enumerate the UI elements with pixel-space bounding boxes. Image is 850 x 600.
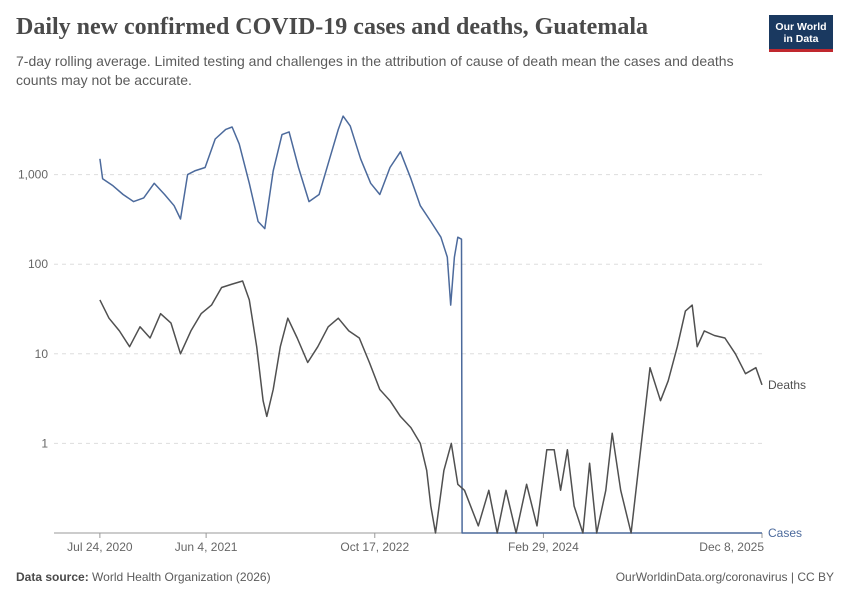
- data-source: Data source: World Health Organization (…: [16, 570, 271, 584]
- x-tick-label: Jul 24, 2020: [67, 540, 133, 554]
- line-chart: 1 10 100 1,000 Jul 24, 2020 Jun 4, 2021 Oct 17…: [18, 115, 806, 554]
- data-source-label: Data source:: [16, 570, 89, 584]
- x-tick-label: Jun 4, 2021: [175, 540, 238, 554]
- y-tick-label: 1: [41, 436, 48, 450]
- gridlines: [54, 174, 762, 444]
- x-tick-label: Oct 17, 2022: [340, 540, 409, 554]
- series-label-cases[interactable]: Cases: [768, 526, 802, 540]
- series-labels: Cases Deaths: [768, 378, 806, 540]
- x-tick-label: Dec 8, 2025: [699, 540, 764, 554]
- y-tick-label: 1,000: [18, 168, 48, 182]
- axes: 1 10 100 1,000 Jul 24, 2020 Jun 4, 2021 Oct 17…: [18, 168, 764, 554]
- chart-subtitle: 7-day rolling average. Limited testing a…: [16, 53, 734, 88]
- series-lines: [99, 115, 763, 534]
- x-tick-label: Feb 29, 2024: [508, 540, 579, 554]
- logo-line-2: in Data: [783, 33, 819, 45]
- owid-logo[interactable]: Our World in Data: [769, 15, 833, 52]
- data-source-text: World Health Organization (2026): [92, 570, 271, 584]
- source-link[interactable]: OurWorldinData.org/coronavirus | CC BY: [615, 570, 834, 584]
- series-label-deaths[interactable]: Deaths: [768, 378, 806, 392]
- logo-line-1: Our World: [775, 21, 827, 33]
- series-line-deaths[interactable]: [99, 280, 763, 534]
- chart-title: Daily new confirmed COVID-19 cases and d…: [16, 14, 648, 40]
- y-tick-label: 100: [28, 257, 48, 271]
- series-line-cases[interactable]: [99, 115, 762, 534]
- y-tick-label: 10: [35, 347, 49, 361]
